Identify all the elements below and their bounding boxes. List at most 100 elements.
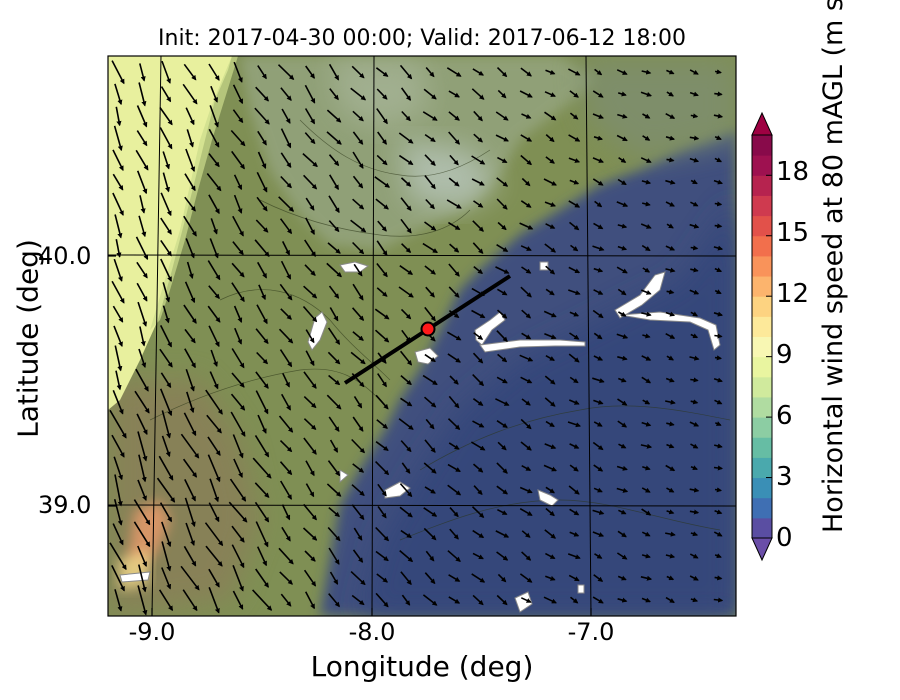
wind-arrow [162, 305, 170, 324]
wind-arrow [617, 597, 628, 603]
wind-arrow [159, 107, 173, 126]
wind-arrow [448, 90, 460, 98]
wind-arrow [279, 349, 293, 368]
wind-arrow [328, 593, 340, 608]
colorbar-bin [752, 396, 772, 418]
wind-arrow [519, 222, 534, 230]
wind-arrow [208, 325, 220, 348]
wind-arrow [690, 311, 698, 317]
wind-arrow [328, 195, 340, 214]
wind-arrow [232, 84, 244, 105]
wind-arrow [592, 377, 605, 384]
wind-arrow [280, 393, 292, 411]
colorbar-label-text: Horizontal wind speed at 80 mAGL (m s [818, 0, 849, 533]
wind-arrow [666, 421, 675, 427]
wind-arrow [567, 553, 581, 560]
wind-arrow [114, 589, 123, 612]
wind-arrow [281, 241, 291, 256]
wind-arrow [207, 305, 221, 323]
wind-arrow [183, 545, 197, 567]
wind-arrow [377, 373, 387, 388]
wind-arrow [425, 66, 435, 78]
wind-arrow [618, 443, 627, 449]
wind-arrow [714, 399, 723, 405]
wind-arrow [303, 174, 318, 190]
wind-arrow [376, 419, 388, 429]
wind-arrow [279, 571, 293, 585]
wind-arrow [422, 374, 438, 386]
wind-arrow [401, 243, 412, 254]
wind-arrow [520, 154, 532, 166]
colorbar-bin [752, 457, 772, 479]
wind-arrow [137, 545, 147, 567]
wind-arrow [377, 220, 387, 232]
wind-arrow [256, 171, 268, 193]
wind-arrow [568, 134, 581, 142]
wind-arrow [138, 564, 147, 593]
wind-arrow [327, 526, 341, 542]
wind-arrow [183, 412, 197, 437]
wind-arrow [642, 333, 651, 339]
wind-arrow [376, 263, 388, 278]
wind-arrow [495, 111, 509, 121]
wind-arrow [162, 282, 171, 303]
wind-arrow [618, 509, 627, 515]
wind-arrow [398, 418, 414, 430]
wind-arrow [714, 223, 723, 229]
wind-arrow [544, 91, 556, 97]
wind-arrow [399, 549, 414, 563]
wind-arrow [545, 288, 555, 296]
wind-arrow [519, 486, 533, 494]
wind-arrow [543, 464, 557, 472]
wind-arrow [252, 457, 272, 479]
wind-arrow [280, 175, 292, 189]
wind-arrow [496, 594, 508, 606]
wind-arrow [160, 239, 172, 257]
wind-arrow [352, 198, 365, 210]
wind-arrow [496, 198, 508, 210]
wind-arrow [713, 311, 723, 317]
wind-arrow [545, 69, 556, 75]
wind-arrow [424, 221, 437, 231]
wind-arrow [689, 157, 700, 163]
wind-arrow [377, 483, 387, 497]
wind-arrow [305, 329, 315, 344]
wind-arrow [423, 462, 437, 474]
wind-arrow [377, 131, 387, 145]
wind-arrow [617, 377, 627, 383]
wind-arrow [569, 332, 580, 340]
wind-arrow [496, 485, 509, 495]
wind-arrow [567, 421, 581, 428]
wind-arrow [209, 478, 219, 503]
wind-arrow [281, 504, 291, 521]
wind-arrow [568, 68, 581, 76]
wind-arrow [111, 60, 125, 85]
wind-arrow [305, 460, 315, 477]
wind-arrow [616, 69, 628, 75]
wind-arrow [304, 264, 316, 276]
wind-arrow [231, 262, 245, 278]
wind-arrow [448, 395, 460, 409]
wind-arrow [256, 196, 268, 212]
wind-arrow [352, 241, 365, 255]
wind-arrow [208, 502, 220, 523]
wind-arrow [375, 394, 389, 410]
wind-arrow [158, 455, 174, 481]
wind-arrow [156, 477, 176, 503]
wind-arrow [520, 67, 532, 77]
wind-arrow [233, 458, 243, 479]
wind-arrow [666, 91, 674, 97]
wind-arrow [399, 506, 413, 518]
wind-arrow [666, 509, 675, 515]
y-tick-label: 40.0 [38, 242, 92, 270]
wind-arrow [640, 575, 653, 581]
wind-arrow [231, 372, 245, 388]
wind-arrow [449, 154, 459, 166]
x-tick-label: -9.0 [128, 618, 176, 646]
wind-arrow [352, 175, 364, 189]
wind-arrow [641, 244, 651, 252]
wind-arrow [305, 217, 315, 236]
wind-arrow [257, 414, 267, 434]
colorbar-tick-label: 15 [776, 218, 810, 248]
wind-arrow [424, 306, 436, 322]
